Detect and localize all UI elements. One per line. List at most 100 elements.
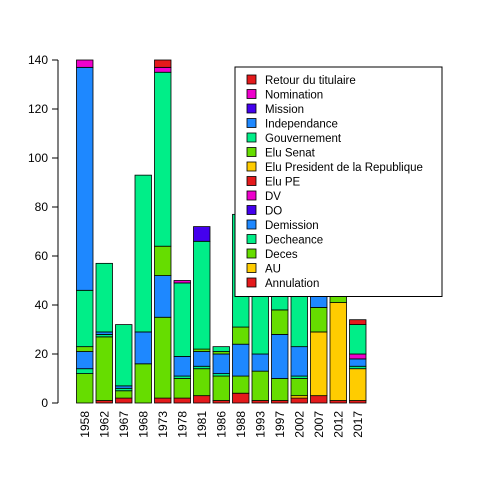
bar-segment-annulation [290,397,308,404]
bar-segment-demission [290,346,308,377]
bar-1958 [76,59,94,404]
y-tick-label: 120 [28,102,48,116]
bar-segment-demission [310,294,328,308]
bar-segment-demission [212,353,230,375]
legend-label: Gouvernement [265,133,342,145]
x-tick-label: 1993 [253,411,267,438]
bar-segment-demission [232,343,250,377]
bar-segment-mission [193,226,211,242]
legend-box [234,66,443,297]
bar-segment-deces [115,390,133,399]
x-tick-label: 1958 [78,411,92,438]
x-axis-labels: 1958 1962 1967 1968 1973 1978 1981 1986 1988 1993… [78,411,365,438]
legend-item: Retour du titulaire [246,74,356,87]
bar-segment-deces [212,375,230,401]
bar-segment-nomination [76,59,94,68]
bar-1962 [95,262,113,404]
bar-segment-nomination [154,66,172,73]
bar-segment-decheance [76,368,94,375]
y-tick-label: 80 [35,200,49,214]
legend-swatch [246,161,257,172]
bar-segment-deces [134,363,152,404]
bar-1986 [212,346,230,404]
bar-segment-dv [349,353,367,360]
bar-segment-gouvernement [154,71,172,247]
bar-1978 [173,280,191,404]
legend-item: Elu Senat [246,147,316,160]
bar-segment-demission [349,358,367,367]
legend-swatch [246,74,257,85]
legend-swatch [246,263,257,273]
legend-item: DV [246,190,281,203]
legend-item: AU [246,263,281,276]
bar-1973 [154,59,172,404]
legend-swatch [246,132,257,143]
bar-segment-deces [173,378,191,399]
x-tick-label: 1968 [136,411,150,438]
x-tick-label: 1973 [156,411,170,438]
legend-label: Mission [265,104,304,116]
legend-swatch [246,147,257,157]
bar-segment-demission [173,356,191,377]
x-tick-label: 2012 [331,411,345,438]
legend-item: Mission [246,103,304,116]
bar-1967 [115,324,133,404]
legend: Retour du titulaire Nomination Mission Inde… [234,66,443,297]
legend-label: DO [265,206,282,218]
bar-segment-deces [154,316,172,399]
legend-swatch [246,190,257,201]
bar-segment-elu-senat [271,309,289,335]
bar-segment-annulation [115,397,133,404]
legend-label: Elu PE [265,177,300,189]
legend-swatch [246,118,257,128]
bar-segment-deces [310,307,328,333]
bar-segment-gouvernement [193,240,211,350]
bar-segment-deces [95,336,113,401]
y-axis: 0 20 40 60 80 100 120 140 [28,53,59,410]
bar-segment-gouvernement [95,262,113,333]
bar-2017 [349,319,367,404]
bar-segment-au [329,302,347,401]
bar-segment-deces [232,375,250,394]
legend-item: Gouvernement [246,132,342,145]
x-tick-label: 2017 [351,411,365,438]
y-tick-label: 40 [35,298,49,312]
y-tick-label: 0 [41,396,48,410]
legend-label: Independance [265,119,338,131]
x-tick-label: 1967 [117,411,131,438]
legend-swatch [246,248,257,259]
x-tick-label: 1986 [214,411,228,438]
x-tick-label: 1988 [234,411,248,438]
legend-item: Deces [246,248,298,261]
bar-segment-gouvernement [115,324,133,387]
legend-swatch [246,103,257,114]
x-tick-label: 2002 [292,411,306,438]
legend-label: Annulation [265,278,319,290]
bar-segment-elu-senat [232,326,250,345]
bar-segment-retour-du-titulaire [154,59,172,68]
x-tick-label: 1981 [195,411,209,438]
bar-segment-demission [154,275,172,318]
y-tick-label: 100 [28,151,48,165]
legend-label: DV [265,191,281,203]
bar-segment-demission [193,351,211,367]
bar-segment-demission [271,333,289,379]
bar-segment-elu-senat [76,346,94,352]
bar-segment-au [349,368,367,401]
bar-segment-deces [76,373,94,404]
bar-segment-deces [251,370,269,401]
bar-segment-demission [134,331,152,365]
x-tick-label: 1962 [97,411,111,438]
legend-label: AU [265,264,281,276]
legend-label: Deces [265,249,298,261]
legend-item: DO [246,205,282,218]
bar-segment-deces [193,368,211,397]
x-tick-label: 2007 [312,411,326,438]
y-tick-label: 60 [35,249,49,263]
y-tick-label: 140 [28,53,48,67]
bar-segment-elu-senat [154,245,172,276]
legend-label: Nomination [265,90,323,102]
bar-segment-annulation [173,397,191,404]
legend-label: Elu President de la Republique [265,162,423,174]
